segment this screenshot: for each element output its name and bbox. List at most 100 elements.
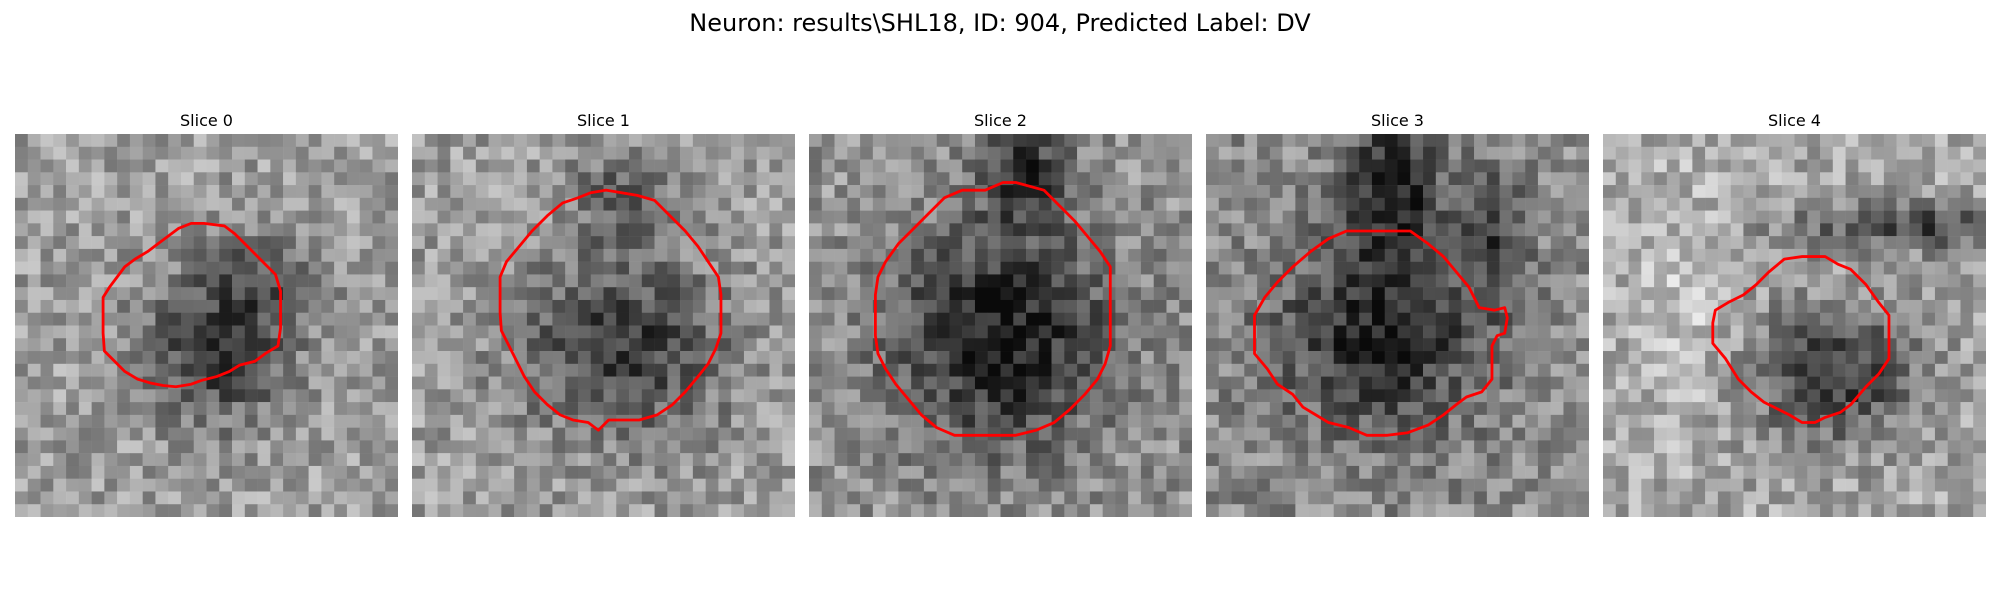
pixel-cell: [1563, 274, 1577, 288]
pixel-cell: [1038, 159, 1052, 173]
pixel-cell: [1038, 389, 1052, 403]
pixel-cell: [769, 491, 783, 505]
pixel-cell: [1743, 299, 1757, 313]
pixel-cell: [898, 453, 912, 467]
pixel-cell: [475, 504, 489, 517]
pixel-cell: [1448, 389, 1462, 403]
pixel-cell: [1576, 248, 1589, 262]
pixel-cell: [1973, 402, 1986, 416]
pixel-cell: [104, 210, 118, 224]
pixel-cell: [155, 338, 169, 352]
pixel-cell: [1308, 223, 1322, 237]
pixel-cell: [731, 427, 745, 441]
pixel-cell: [654, 159, 668, 173]
pixel-cell: [334, 185, 348, 199]
pixel-cell: [1922, 363, 1936, 377]
pixel-cell: [756, 402, 770, 416]
pixel-cell: [847, 185, 861, 199]
pixel-cell: [590, 274, 604, 288]
pixel-cell: [283, 172, 297, 186]
pixel-cell: [1820, 197, 1834, 211]
pixel-cell: [616, 440, 630, 454]
pixel-cell: [168, 172, 182, 186]
pixel-cell: [705, 223, 719, 237]
pixel-cell: [1692, 197, 1706, 211]
pixel-cell: [1435, 146, 1449, 160]
pixel-cell: [629, 465, 643, 479]
pixel-cell: [1397, 453, 1411, 467]
pixel-cell: [1308, 440, 1322, 454]
pixel-cell: [1089, 351, 1103, 365]
pixel-cell: [385, 491, 398, 505]
pixel-cell: [1000, 261, 1014, 275]
pixel-cell: [104, 363, 118, 377]
pixel-cell: [847, 146, 861, 160]
pixel-cell: [219, 376, 233, 390]
pixel-cell: [885, 338, 899, 352]
pixel-cell: [1858, 159, 1872, 173]
pixel-cell: [308, 325, 322, 339]
pixel-cell: [1909, 402, 1923, 416]
pixel-cell: [66, 338, 80, 352]
pixel-cell: [463, 185, 477, 199]
pixel-cell: [1641, 299, 1655, 313]
pixel-cell: [91, 351, 105, 365]
pixel-cell: [1934, 248, 1948, 262]
pixel-cell: [641, 351, 655, 365]
pixel-cell: [219, 172, 233, 186]
pixel-cell: [1858, 504, 1872, 517]
pixel-cell: [1064, 478, 1078, 492]
pixel-cell: [1871, 185, 1885, 199]
pixel-cell: [219, 325, 233, 339]
pixel-cell: [1269, 287, 1283, 301]
pixel-cell: [539, 223, 553, 237]
pixel-cell: [488, 389, 502, 403]
pixel-cell: [1576, 223, 1589, 237]
pixel-cell: [680, 402, 694, 416]
pixel-cell: [1603, 363, 1617, 377]
pixel-cell: [1064, 351, 1078, 365]
pixel-cell: [385, 261, 398, 275]
pixel-cell: [129, 146, 143, 160]
pixel-cell: [821, 465, 835, 479]
pixel-cell: [1845, 325, 1859, 339]
pixel-cell: [1435, 299, 1449, 313]
pixel-cell: [475, 223, 489, 237]
pixel-cell: [180, 172, 194, 186]
pixel-cell: [104, 427, 118, 441]
pixel-cell: [821, 376, 835, 390]
pixel-cell: [104, 312, 118, 326]
pixel-cell: [1026, 465, 1040, 479]
pixel-cell: [66, 159, 80, 173]
pixel-cell: [1730, 248, 1744, 262]
pixel-cell: [936, 274, 950, 288]
pixel-cell: [1282, 210, 1296, 224]
pixel-cell: [1832, 338, 1846, 352]
pixel-cell: [654, 287, 668, 301]
pixel-cell: [1641, 414, 1655, 428]
pixel-cell: [1206, 134, 1220, 148]
pixel-cell: [475, 453, 489, 467]
pixel-cell: [1244, 440, 1258, 454]
pixel-cell: [334, 134, 348, 148]
pixel-cell: [1346, 325, 1360, 339]
pixel-cell: [1333, 389, 1347, 403]
pixel-cell: [206, 274, 220, 288]
pixel-cell: [1858, 172, 1872, 186]
pixel-cell: [475, 299, 489, 313]
pixel-cell: [155, 197, 169, 211]
pixel-cell: [552, 491, 566, 505]
pixel-cell: [1282, 236, 1296, 250]
pixel-cell: [743, 299, 757, 313]
pixel-cell: [936, 351, 950, 365]
pixel-cell: [412, 210, 426, 224]
pixel-cell: [1666, 389, 1680, 403]
pixel-cell: [718, 414, 732, 428]
pixel-cell: [1257, 389, 1271, 403]
pixel-cell: [1461, 491, 1475, 505]
pixel-cell: [1947, 134, 1961, 148]
pixel-cell: [526, 453, 540, 467]
pixel-cell: [244, 414, 258, 428]
pixel-cell: [1089, 197, 1103, 211]
pixel-cell: [1756, 453, 1770, 467]
